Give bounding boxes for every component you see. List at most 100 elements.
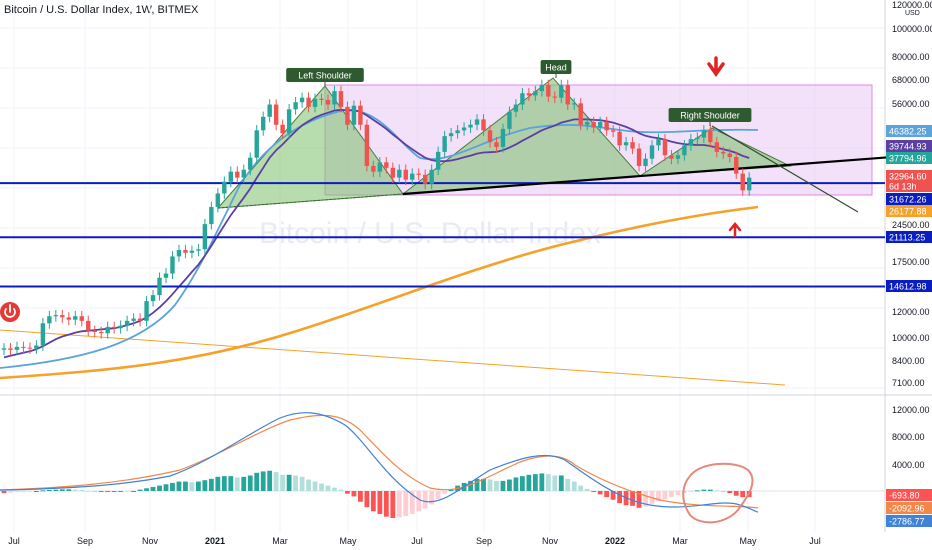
candle — [280, 124, 285, 134]
macd-hist-bar — [481, 478, 486, 491]
candle — [261, 116, 266, 131]
candle — [747, 177, 752, 191]
macd-hist-bar — [105, 491, 111, 492]
macd-hist-bar — [643, 491, 648, 507]
macd-hist-bar — [474, 478, 480, 491]
macd-hist-bar — [59, 489, 65, 491]
macd-hist-bar — [79, 489, 85, 491]
macd-hist-bar — [234, 477, 240, 491]
macd-hist-bar — [513, 477, 519, 491]
x-tick-label: Nov — [542, 536, 559, 546]
candle — [494, 142, 499, 147]
macd-hist-bar — [727, 491, 733, 494]
macd-hist-bar — [144, 488, 149, 491]
price-label-box — [886, 231, 932, 243]
macd-y-tick-label: 12000.00 — [892, 405, 930, 415]
macd-hist-bar — [714, 490, 720, 492]
macd-hist-bar — [98, 491, 104, 492]
x-tick-label: Jul — [8, 536, 20, 546]
price-label: 46382.25 — [889, 127, 927, 137]
candle — [435, 151, 441, 170]
candle — [105, 326, 110, 334]
macd-hist-bar — [390, 491, 396, 518]
candle — [727, 153, 732, 157]
macd-hist-bar — [403, 491, 409, 516]
macd-hist-bar — [286, 474, 292, 491]
price-label: 31672.26 — [889, 195, 927, 205]
macd-hist-bar — [396, 491, 402, 518]
price-label: 21113.25 — [889, 233, 925, 243]
orange-trendline — [0, 329, 786, 386]
macd-hist-bar — [8, 491, 13, 493]
macd-hist-bar — [183, 481, 188, 491]
candle — [332, 91, 337, 105]
macd-hist-bar — [280, 474, 286, 491]
candle — [189, 250, 195, 253]
macd-hist-bar — [351, 491, 357, 497]
macd-hist-bar — [662, 491, 668, 500]
right-shoulder-label: Right Shoulder — [680, 111, 740, 121]
dotted-base-line — [217, 193, 404, 209]
candle — [546, 84, 551, 97]
macd-hist-bar — [578, 485, 584, 491]
macd-hist-bar — [545, 474, 551, 491]
macd-hist-bar — [558, 475, 564, 491]
candle — [675, 155, 681, 159]
candle — [403, 169, 408, 180]
macd-hist-bar — [72, 489, 78, 491]
candle — [429, 169, 434, 184]
macd-hist-bar — [202, 480, 208, 491]
candle — [384, 162, 389, 168]
candle — [131, 318, 136, 321]
macd-hist-bar — [260, 471, 266, 491]
macd-hist-bar — [487, 479, 493, 491]
candle — [319, 98, 324, 100]
macd-hist-bar — [34, 491, 39, 492]
macd-hist-bar — [617, 491, 622, 504]
candle — [66, 317, 71, 320]
candle — [325, 99, 331, 105]
macd-hist-bar — [40, 490, 46, 492]
candle — [306, 97, 311, 107]
candle — [92, 330, 97, 332]
macd-hist-bar — [85, 490, 91, 492]
up-arrow-icon — [728, 222, 742, 238]
candle — [539, 84, 545, 92]
left-shoulder-label-box — [286, 68, 364, 82]
candle — [585, 122, 590, 125]
candle — [442, 136, 447, 152]
x-tick-label: 2021 — [205, 536, 225, 546]
macd-hist-bar — [656, 491, 661, 502]
y-tick-label: 17500.00 — [892, 257, 930, 267]
x-tick-label: Mar — [272, 536, 288, 546]
macd-hist-bar — [208, 478, 214, 491]
candle — [487, 130, 493, 143]
macd-label-box — [886, 502, 932, 514]
candle — [202, 224, 208, 250]
candle — [643, 158, 648, 166]
candle — [513, 104, 519, 112]
ma-blue-line — [0, 109, 759, 369]
macd-hist-bar — [539, 473, 545, 491]
macd-hist-bar — [377, 491, 383, 514]
price-label: 14612.98 — [889, 282, 927, 292]
macd-hist-bar — [299, 476, 305, 491]
head-label-box — [540, 60, 572, 74]
candle — [649, 145, 655, 159]
candle — [682, 145, 687, 156]
macd-hist-bar — [597, 491, 603, 495]
x-tick-label: Sep — [476, 536, 492, 546]
macd-hist-bar — [383, 491, 389, 517]
candle — [708, 130, 713, 143]
candle — [351, 105, 357, 125]
candle — [552, 96, 557, 98]
macd-hist-bar — [565, 478, 571, 491]
candle — [111, 326, 117, 329]
macd-hist-bar — [228, 476, 234, 491]
candle — [1, 348, 7, 350]
candle — [273, 104, 279, 125]
candle — [701, 130, 707, 138]
candle — [196, 249, 201, 251]
candle — [241, 169, 246, 178]
